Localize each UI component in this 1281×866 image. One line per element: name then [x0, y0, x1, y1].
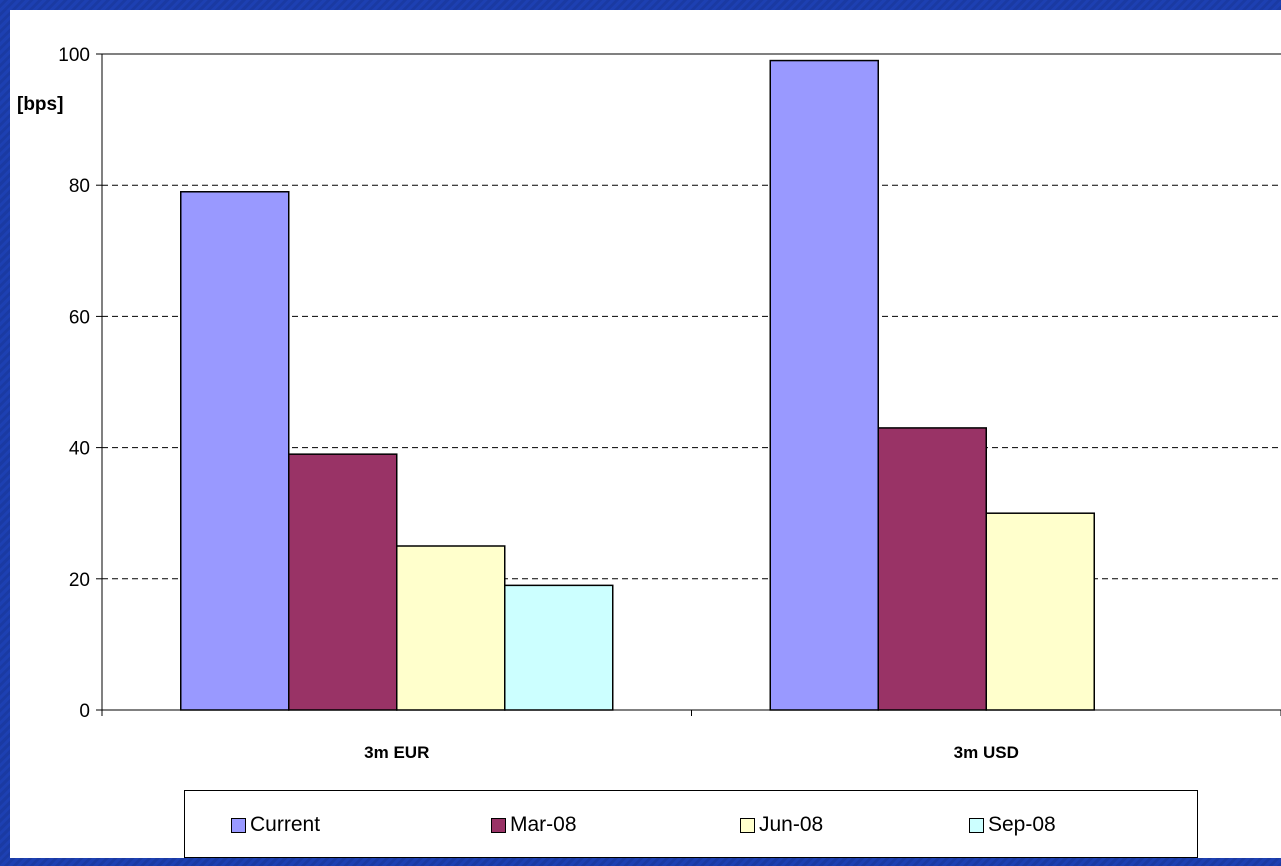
legend-item: Mar-08 [491, 813, 577, 837]
legend-swatch [231, 817, 246, 833]
y-tick-label: 100 [58, 45, 90, 66]
legend-item: Jun-08 [740, 813, 823, 837]
bar-jun-08-3m-eur [396, 545, 506, 711]
y-tick-label: 60 [69, 307, 90, 328]
y-tick-label: 40 [69, 439, 90, 460]
bar-current-3m-eur [180, 191, 290, 711]
legend-item: Sep-08 [969, 813, 1056, 837]
legend-swatch [740, 817, 755, 833]
y-tick-label: 20 [69, 570, 90, 591]
bar-current-3m-usd [769, 59, 879, 711]
category-label: 3m EUR [364, 743, 429, 762]
legend-item: Current [231, 813, 320, 837]
bar-mar-08-3m-usd [877, 427, 987, 711]
legend-label: Sep-08 [988, 813, 1056, 836]
chart-panel: 0 20 40 60 80 100 [bps] 3m EUR 3m USD Current Mar… [10, 10, 1281, 858]
bar-jun-08-3m-usd [985, 512, 1095, 711]
bar-sep-08-3m-eur [504, 584, 614, 711]
bar-mar-08-3m-eur [288, 453, 398, 711]
legend-label: Jun-08 [759, 813, 824, 836]
bar-chart: 0 20 40 60 80 100 [bps] 3m EUR 3m USD [17, 45, 1281, 762]
category-label: 3m USD [954, 743, 1019, 762]
chart-legend: Current Mar-08 Jun-08 Sep-08 [184, 790, 1198, 858]
legend-label: Current [250, 813, 321, 836]
y-tick-label: 80 [69, 176, 90, 197]
y-tick-label: 0 [79, 701, 90, 722]
legend-swatch [491, 817, 506, 833]
legend-swatch [969, 817, 984, 833]
legend-label: Mar-08 [510, 813, 577, 836]
y-axis-label: [bps] [17, 94, 63, 115]
